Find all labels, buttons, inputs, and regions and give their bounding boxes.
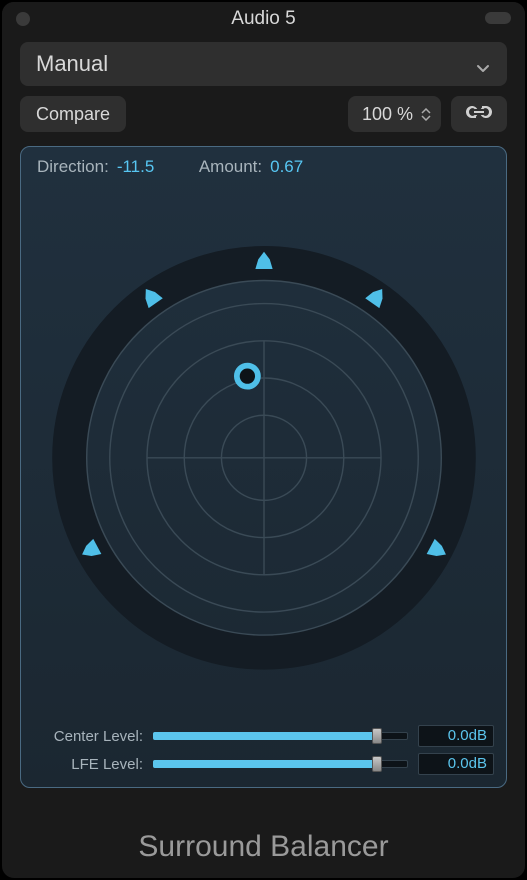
close-dot[interactable] <box>16 12 30 26</box>
readout-row: Direction: -11.5 Amount: 0.67 <box>31 155 496 177</box>
titlebar-pill[interactable] <box>485 12 511 24</box>
amount-label: Amount: <box>199 157 262 177</box>
mix-percent-value: 100 % <box>362 104 413 125</box>
link-icon <box>464 103 494 126</box>
amount-value[interactable]: 0.67 <box>270 157 320 177</box>
surround-panner[interactable] <box>34 228 494 688</box>
chevron-down-icon <box>475 56 491 72</box>
center-level-value[interactable]: 0.0dB <box>418 725 494 747</box>
center-level-label: Center Level: <box>33 728 143 745</box>
lfe-level-label: LFE Level: <box>33 756 143 773</box>
direction-value[interactable]: -11.5 <box>117 157 167 177</box>
center-level-slider[interactable] <box>153 728 408 744</box>
lfe-level-row: LFE Level: 0.0dB <box>33 753 494 775</box>
compare-label: Compare <box>36 104 110 125</box>
preset-label: Manual <box>36 51 108 77</box>
slider-thumb[interactable] <box>372 756 382 772</box>
center-level-row: Center Level: 0.0dB <box>33 725 494 747</box>
panner-puck[interactable] <box>236 366 257 387</box>
lfe-level-slider[interactable] <box>153 756 408 772</box>
toolbar: Manual Compare 100 % <box>2 36 525 132</box>
plugin-name: Surround Balancer <box>2 830 525 864</box>
direction-label: Direction: <box>37 157 109 177</box>
slider-fill <box>153 760 377 768</box>
plugin-body: Direction: -11.5 Amount: 0.67 Center Lev… <box>20 146 507 788</box>
mix-percent-stepper[interactable]: 100 % <box>348 96 441 132</box>
stepper-icon <box>421 108 431 121</box>
plugin-window: Audio 5 Manual Compare 100 % <box>0 0 527 880</box>
link-button[interactable] <box>451 96 507 132</box>
window-title: Audio 5 <box>2 8 525 30</box>
lfe-level-value[interactable]: 0.0dB <box>418 753 494 775</box>
slider-thumb[interactable] <box>372 728 382 744</box>
slider-fill <box>153 732 377 740</box>
compare-button[interactable]: Compare <box>20 96 126 132</box>
titlebar: Audio 5 <box>2 2 525 36</box>
toolbar-row: Compare 100 % <box>20 96 507 132</box>
preset-select[interactable]: Manual <box>20 42 507 86</box>
levels-section: Center Level: 0.0dB LFE Level: 0.0dB <box>33 719 494 775</box>
